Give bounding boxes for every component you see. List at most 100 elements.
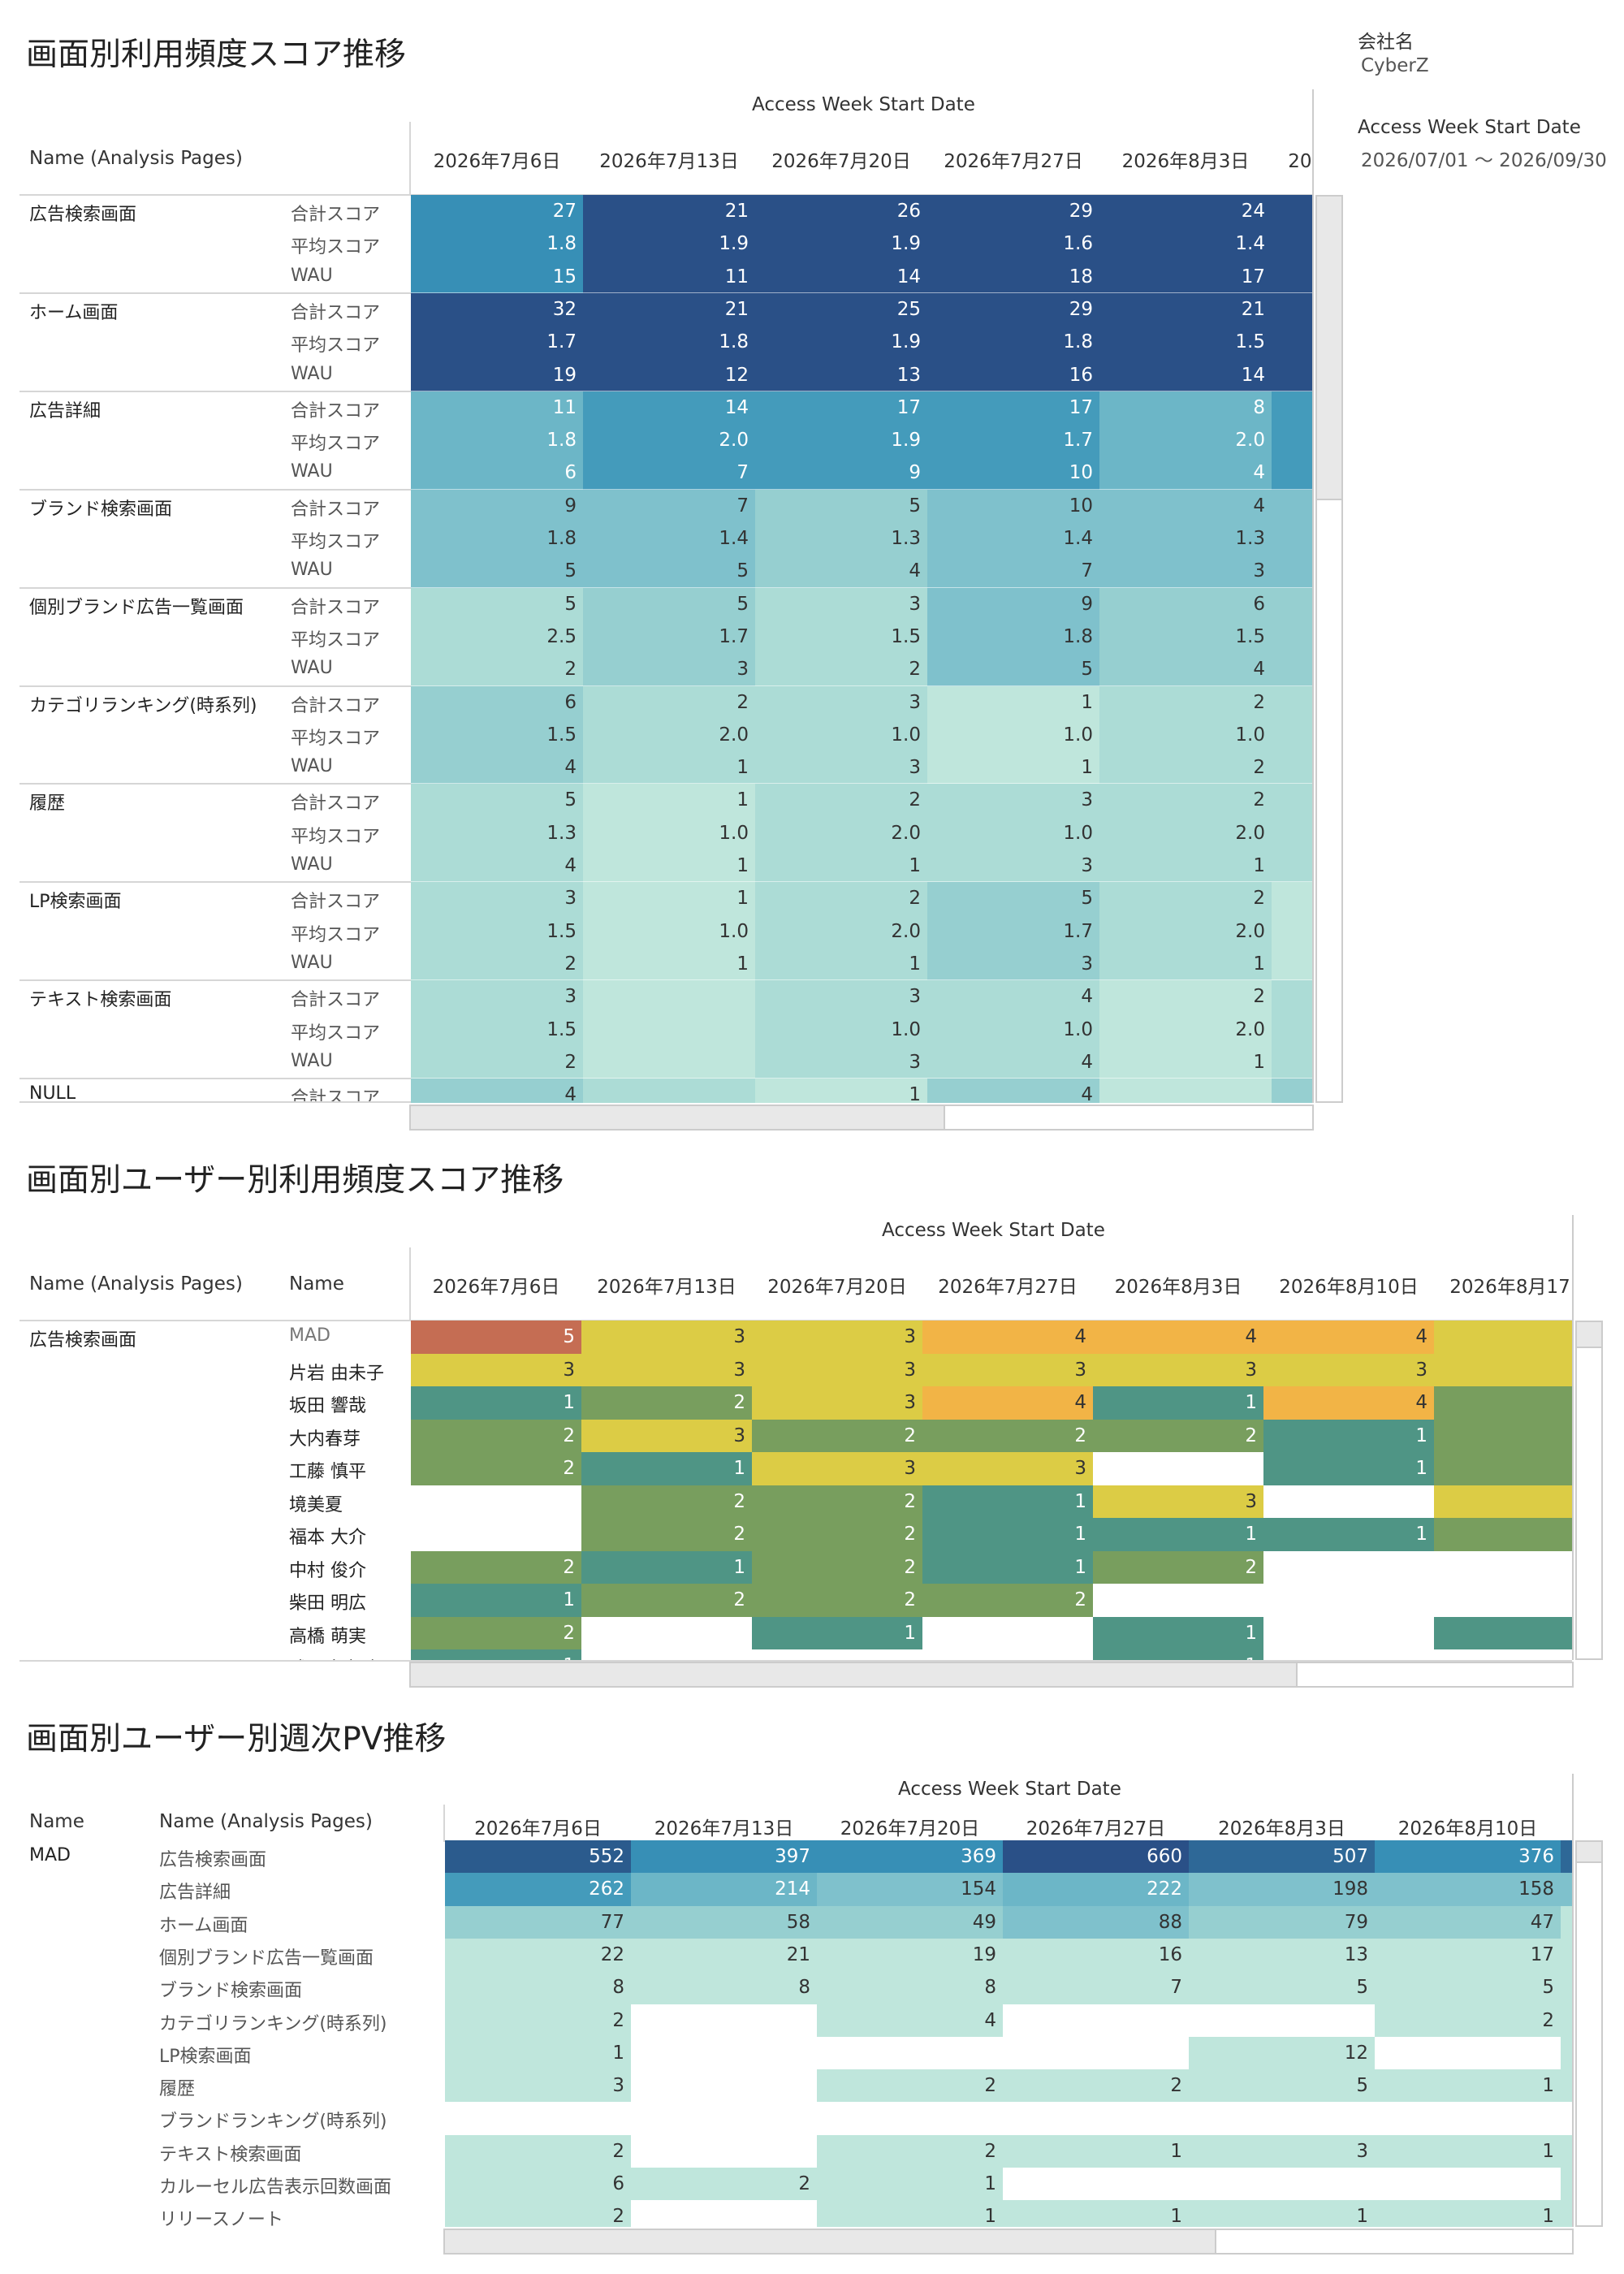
page-name: テキスト検索画面 <box>29 990 172 1011</box>
user-name: 坂田 響哉 <box>289 1396 366 1416</box>
table1-vertical-scroll-thumb[interactable] <box>1317 197 1341 500</box>
score-cell: 15 <box>411 260 583 294</box>
score-cell <box>1272 914 1312 949</box>
pv-cell <box>1561 1905 1572 1939</box>
score-cell: 7 <box>583 456 755 491</box>
score-cell <box>1272 1045 1312 1079</box>
pv-cell: 21 <box>631 1938 817 1972</box>
pv-cell: 5 <box>1375 1971 1561 2004</box>
score-cell: 1 <box>583 784 755 818</box>
pv-cell: 214 <box>631 1873 817 1907</box>
score-cell: 12 <box>583 358 755 392</box>
page-name: 広告詳細 <box>159 1883 231 1904</box>
column-header[interactable]: 2026年7月20日 <box>840 1818 980 1839</box>
score-cell: 2 <box>1099 751 1272 785</box>
pv-cell: 79 <box>1189 1905 1375 1939</box>
score-cell: 3 <box>927 850 1099 883</box>
table3-horizontal-scrollbar[interactable] <box>443 2229 1574 2255</box>
column-header[interactable]: 2026年7月13日 <box>654 1818 794 1839</box>
column-header[interactable]: 2026年8月17日 <box>1449 1277 1572 1298</box>
table1-vertical-scrollbar[interactable] <box>1315 195 1343 1103</box>
page-name: 広告検索画面 <box>29 1330 137 1351</box>
table3-vertical-scroll-thumb[interactable] <box>1577 1842 1601 1863</box>
score-cell <box>1272 751 1312 785</box>
score-cell: 4 <box>411 751 583 785</box>
metric-name: 平均スコア <box>291 728 381 749</box>
metric-name: 合計スコア <box>291 793 381 815</box>
pv-cell: 17 <box>1375 1938 1561 1972</box>
column-header[interactable]: 2026年7月6日 <box>433 151 561 172</box>
table1-horizontal-scroll-thumb[interactable] <box>411 1106 945 1129</box>
column-header[interactable]: 2026年7月27日 <box>944 151 1083 172</box>
pv-cell <box>1189 2102 1375 2136</box>
pv-cell <box>1561 1971 1572 2004</box>
table2-vertical-scrollbar[interactable] <box>1575 1321 1603 1660</box>
table1-row-header: Name (Analysis Pages) <box>29 148 243 169</box>
pv-cell <box>631 2200 817 2227</box>
column-header[interactable]: 2026年7月6日 <box>432 1277 560 1298</box>
user-score-cell: 3 <box>922 1353 1093 1387</box>
user-score-cell <box>1434 1452 1572 1485</box>
score-cell <box>583 1013 755 1047</box>
user-score-cell: 1 <box>1263 1518 1434 1551</box>
score-cell <box>1272 489 1312 523</box>
score-cell: 1 <box>755 1079 927 1103</box>
user-score-cell: 2 <box>752 1419 922 1453</box>
table3-horizontal-scroll-thumb[interactable] <box>445 2230 1216 2253</box>
column-header[interactable]: 2026年8月3日 <box>1114 1277 1242 1298</box>
score-cell: 21 <box>1099 292 1272 326</box>
column-header[interactable]: 2026年8月10日 <box>1397 1818 1538 1839</box>
column-header[interactable]: 2026年7月27日 <box>938 1277 1078 1298</box>
column-header[interactable]: 2026年7月6日 <box>474 1818 602 1839</box>
score-cell: 2 <box>755 882 927 916</box>
table1-horizontal-scrollbar[interactable] <box>409 1105 1314 1131</box>
column-header[interactable]: 2026年8月3日 <box>1218 1818 1345 1839</box>
column-header[interactable]: 2026年7月27日 <box>1026 1818 1166 1839</box>
user-name: 武田金之助 <box>289 1654 378 1660</box>
score-cell: 1.5 <box>411 914 583 949</box>
pv-cell: 2 <box>445 2134 631 2168</box>
table3-row-header-page: Name (Analysis Pages) <box>159 1811 373 1832</box>
column-header[interactable]: 2026年7月13日 <box>599 151 739 172</box>
score-cell: 8 <box>1099 391 1272 425</box>
user-score-cell <box>1093 1452 1263 1485</box>
table2-horizontal-scroll-thumb[interactable] <box>411 1663 1298 1686</box>
user-score-cell <box>1434 1386 1572 1420</box>
column-header[interactable]: 2026年7月20日 <box>767 1277 907 1298</box>
table2-horizontal-scrollbar[interactable] <box>409 1662 1574 1688</box>
date-filter-value[interactable]: 2026/07/01 〜 2026/09/30 <box>1361 150 1607 171</box>
page-name: ホーム画面 <box>29 302 119 323</box>
score-cell: 24 <box>1099 195 1272 228</box>
pv-cell: 2 <box>817 2069 1003 2103</box>
pv-cell <box>1561 1840 1572 1874</box>
metric-name: 平均スコア <box>291 237 381 258</box>
column-header[interactable]: 2026年7月13日 <box>597 1277 736 1298</box>
user-score-cell <box>1263 1550 1434 1584</box>
user-score-cell <box>1093 1584 1263 1617</box>
metric-name: WAU <box>291 363 333 384</box>
company-filter-value[interactable]: CyberZ <box>1361 55 1429 76</box>
column-header[interactable]: 2026年8月3日 <box>1121 151 1250 172</box>
score-cell <box>1272 358 1312 392</box>
table2-vertical-scroll-thumb[interactable] <box>1577 1322 1601 1348</box>
user-score-cell: 2 <box>752 1485 922 1519</box>
metric-name: 合計スコア <box>291 302 381 323</box>
table3-row-labels: MAD 広告検索画面 広告詳細 ホーム画面 個別ブランド広告一覧画面 ブランド検索画面 カテ… <box>0 1840 445 2227</box>
column-header[interactable]: 2026年7月20日 <box>771 151 911 172</box>
user-name: MAD <box>289 1325 330 1346</box>
score-cell: 1 <box>1099 850 1272 883</box>
column-header[interactable]: 2026年8月17日 <box>1561 1813 1572 1839</box>
page-name: ブランドランキング(時系列) <box>159 2112 387 2133</box>
score-cell <box>1272 424 1312 457</box>
page-name: 個別ブランド広告一覧画面 <box>159 1948 374 1969</box>
user-score-cell: 1 <box>1093 1649 1263 1660</box>
score-cell: 4 <box>1099 489 1272 523</box>
column-header[interactable]: 2026年8月10日 <box>1279 1277 1419 1298</box>
table3-vertical-scrollbar[interactable] <box>1575 1840 1603 2227</box>
score-cell: 29 <box>927 292 1099 326</box>
score-cell: 1.6 <box>927 227 1099 262</box>
score-cell: 1.3 <box>1099 522 1272 556</box>
score-cell: 1.8 <box>583 326 755 359</box>
metric-name: 平均スコア <box>291 434 381 455</box>
column-header[interactable]: 2026年8月10日 <box>1288 151 1312 172</box>
